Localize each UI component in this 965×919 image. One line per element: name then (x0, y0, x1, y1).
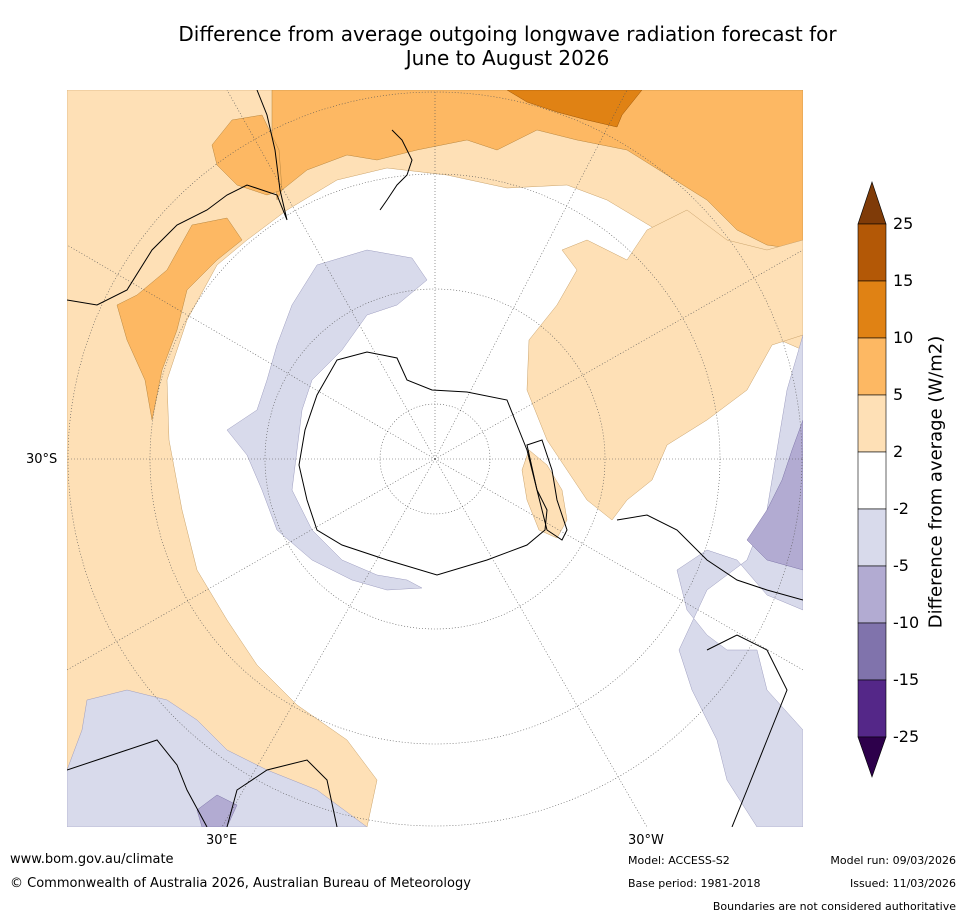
anomaly-region-5-10-australia (211, 114, 283, 196)
coast-new-zealand (379, 129, 413, 211)
colorbar-segment (857, 622, 887, 681)
anomaly-region-neg5-neg10 (746, 419, 803, 571)
chart-title: Difference from average outgoing longwav… (100, 22, 915, 70)
colorbar (857, 181, 887, 778)
anomaly-region-2-5-east (526, 209, 803, 521)
colorbar-segment (857, 508, 887, 567)
coast-antarctica (298, 351, 548, 576)
coast-africa-southern-tip (226, 759, 338, 827)
map-canvas (67, 90, 803, 827)
meridian-150e (221, 458, 436, 827)
polar-map[interactable] (67, 90, 803, 827)
title-line-1: Difference from average outgoing longwav… (178, 22, 837, 46)
coast-antarctic-peninsula (526, 439, 568, 541)
anomaly-region-neg2-neg5-antarctic-ring (226, 249, 428, 591)
meridian-60e (67, 244, 436, 460)
colorbar-segment (857, 280, 887, 339)
colorbar-extend-max (857, 181, 887, 225)
colorbar-tick-label: 25 (893, 214, 914, 233)
coast-australia (67, 90, 288, 306)
footer-disclaimer: Boundaries are not considered authoritat… (712, 900, 956, 913)
latitude-circle-60s (264, 288, 606, 630)
coastlines (67, 90, 803, 827)
lat-label-30s: 30°S (26, 452, 58, 467)
colorbar-segment (857, 223, 887, 282)
colorbar-segment (857, 565, 887, 624)
colorbar-segment (857, 337, 887, 396)
anomaly-region-neg5-neg10-south (196, 794, 238, 827)
title-line-2: June to August 2026 (405, 46, 610, 70)
colorbar-tick-label: -10 (893, 613, 920, 632)
footer-url[interactable]: www.bom.gov.au/climate (10, 852, 174, 867)
colorbar-segment (857, 679, 887, 738)
coast-south-africa (67, 739, 208, 827)
footer-copyright: © Commonwealth of Australia 2026, Austra… (10, 876, 471, 891)
anomaly-region-neg2-neg5-south-africa (67, 689, 368, 827)
lon-label-30w: 30°W (628, 833, 664, 848)
anomaly-region-5-10-north (271, 90, 803, 251)
colorbar-tick-label: -2 (893, 499, 909, 518)
colorbar-tick-label: 5 (893, 385, 904, 404)
footer-model-run: Model run: 09/03/2026 (830, 854, 956, 867)
coast-south-america-cone (706, 634, 788, 827)
footer-model: Model: ACCESS-S2 (628, 854, 730, 867)
colorbar-tick-label: -5 (893, 556, 909, 575)
colorbar-tick-label: 2 (893, 442, 904, 461)
colorbar-segment (857, 394, 887, 453)
lon-label-30e: 30°E (206, 833, 238, 848)
anomaly-region-5-10-indian-ocean (116, 217, 243, 421)
colorbar-tick-label: 10 (893, 328, 914, 347)
footer-issued: Issued: 11/03/2026 (849, 877, 956, 890)
colorbar-label: Difference from average (W/m2) (925, 335, 947, 629)
graticule (67, 90, 803, 827)
colorbar-tick-label: 15 (893, 271, 914, 290)
colorbar-extend-min (857, 736, 887, 778)
footer-base-period: Base period: 1981-2018 (628, 877, 761, 890)
coast-south-america (616, 514, 803, 601)
anomaly-region-10-15 (506, 90, 643, 128)
colorbar-segment (857, 451, 887, 510)
colorbar-tick-label: -25 (893, 727, 920, 746)
colorbar-tick-label: -15 (893, 670, 920, 689)
meridian-30w (434, 90, 628, 460)
